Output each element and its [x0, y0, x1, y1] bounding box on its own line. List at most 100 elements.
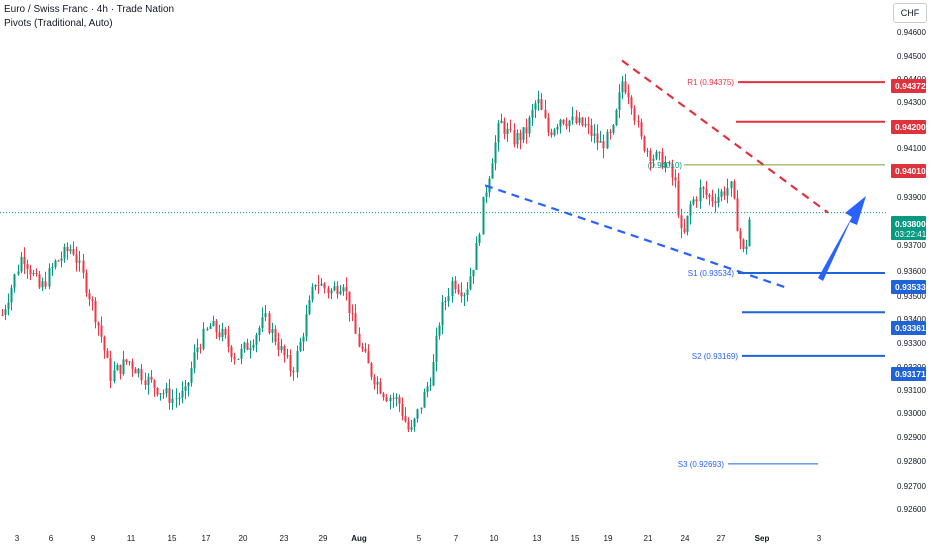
- candle-body: [689, 204, 692, 216]
- countdown-text: 03:22:41: [895, 230, 927, 239]
- candle-body: [44, 281, 47, 287]
- candle-body: [150, 376, 153, 380]
- candle-body: [103, 336, 106, 351]
- candle-body: [537, 99, 540, 104]
- candle-body: [113, 370, 116, 382]
- candle-body: [140, 368, 143, 381]
- candle-body: [35, 272, 38, 275]
- candle-body: [451, 280, 454, 297]
- candle-body: [82, 260, 85, 273]
- candle-body: [4, 309, 7, 315]
- candle-body: [364, 348, 367, 352]
- candle-body: [255, 335, 258, 345]
- candle-body: [658, 152, 661, 154]
- candle-body: [63, 246, 66, 259]
- candle-body: [643, 136, 646, 151]
- candle-body: [733, 181, 736, 199]
- candle-body: [333, 286, 336, 291]
- candle-body: [237, 358, 240, 360]
- candle-body: [506, 128, 509, 135]
- candle-body: [630, 97, 633, 109]
- price-label-box: [891, 164, 926, 178]
- time-tick-label: 20: [239, 534, 248, 543]
- candle-body: [125, 359, 128, 363]
- candle-body: [420, 407, 423, 410]
- candle-body: [261, 317, 264, 329]
- candle-body: [178, 397, 181, 399]
- candle-body: [249, 347, 252, 350]
- candle-body: [69, 249, 72, 252]
- candle-body: [57, 260, 60, 262]
- candle-body: [181, 390, 184, 398]
- candle-body: [168, 388, 171, 403]
- bullish-arrow: [818, 196, 866, 281]
- candle-body: [730, 181, 733, 189]
- candle-body: [444, 301, 447, 303]
- candle-body: [277, 342, 280, 351]
- price-axis: 0.946000.945000.944000.943000.941000.939…: [891, 28, 927, 514]
- candle-body: [708, 194, 711, 197]
- candle-body: [193, 352, 196, 369]
- currency-selector[interactable]: CHF: [893, 3, 927, 23]
- candle-body: [345, 287, 348, 292]
- candle-body: [268, 313, 271, 333]
- time-tick-label: 6: [49, 534, 54, 543]
- candle-body: [109, 357, 112, 382]
- candle-body: [748, 219, 751, 247]
- candle-body: [723, 191, 726, 196]
- candle-body: [692, 199, 695, 205]
- price-tick-label: 0.94100: [897, 144, 926, 153]
- candle-body: [699, 187, 702, 202]
- symbol-title[interactable]: Euro / Swiss Franc · 4h · Trade Nation: [4, 4, 175, 15]
- candle-body: [97, 322, 100, 326]
- candle-body: [373, 376, 376, 385]
- candle-body: [165, 388, 168, 394]
- time-tick-label: 15: [571, 534, 580, 543]
- candle-body: [131, 361, 134, 369]
- candle-body: [134, 368, 137, 374]
- candle-body: [147, 376, 150, 386]
- indicator-label[interactable]: Pivots (Traditional, Auto): [4, 18, 113, 29]
- candle-body: [286, 355, 289, 357]
- candle-body: [503, 120, 506, 135]
- lower-trendline: [484, 184, 787, 289]
- candle-body: [553, 129, 556, 136]
- candle-body: [20, 256, 23, 272]
- time-tick-label: 7: [454, 534, 459, 543]
- candle-body: [602, 141, 605, 149]
- candle-body: [88, 293, 91, 300]
- upper-trendline: [621, 59, 829, 214]
- candle-body: [584, 124, 587, 126]
- current-price-box: [891, 216, 926, 240]
- candle-body: [199, 347, 202, 349]
- candle-body: [674, 177, 677, 181]
- candle-body: [283, 346, 286, 356]
- candle-body: [299, 341, 302, 352]
- candle-body: [264, 313, 267, 318]
- candle-body: [156, 387, 159, 395]
- price-tick-label: 0.92700: [897, 482, 926, 491]
- candle-body: [351, 313, 354, 315]
- candle-body: [23, 256, 26, 265]
- price-label-box: [891, 321, 926, 335]
- candle-body: [717, 196, 720, 204]
- candle-body: [463, 295, 466, 297]
- candle-body: [171, 398, 174, 403]
- candle-body: [320, 283, 323, 286]
- candle-body: [587, 124, 590, 126]
- candle-body: [233, 357, 236, 360]
- candle-body: [305, 314, 308, 337]
- candle-body: [392, 397, 395, 399]
- candle-body: [460, 292, 463, 297]
- candle-body: [457, 289, 460, 293]
- candle-body: [72, 249, 75, 255]
- candle-body: [379, 381, 382, 394]
- candle-body: [739, 231, 742, 240]
- candle-body: [54, 260, 57, 268]
- candle-body: [212, 320, 215, 327]
- candle-body: [175, 398, 178, 400]
- candle-body: [407, 421, 410, 430]
- pivot-label: S2 (0.93169): [692, 352, 739, 361]
- candle-body: [218, 332, 221, 338]
